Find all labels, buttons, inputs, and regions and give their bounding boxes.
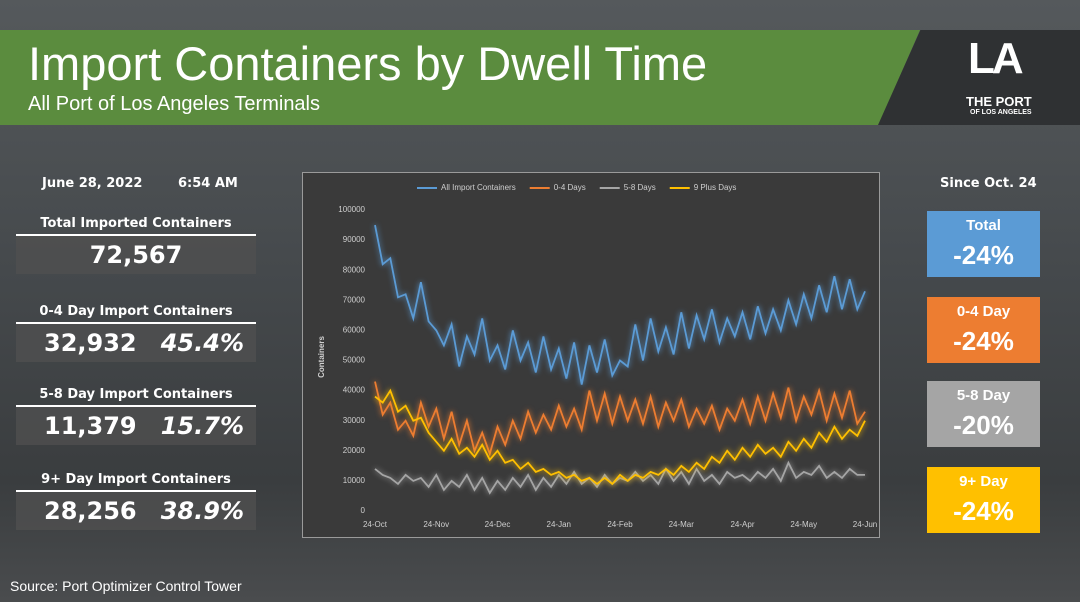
stat-row: 32,932 45.4% xyxy=(16,324,256,362)
stat-label: 0-4 Day Import Containers xyxy=(16,304,256,324)
logo-line: OF LOS ANGELES xyxy=(970,109,1032,116)
stat-row: 11,379 15.7% xyxy=(16,407,256,445)
change-label: 5-8 Day xyxy=(956,387,1011,404)
series-line xyxy=(374,388,866,486)
y-tick-label: 40000 xyxy=(343,386,366,395)
stat-row: 28,256 38.9% xyxy=(16,492,256,530)
x-tick-label: 24-May xyxy=(790,520,817,529)
y-tick-label: 10000 xyxy=(343,476,366,485)
y-tick-label: 20000 xyxy=(343,446,366,455)
share: 38.9% xyxy=(160,497,244,525)
change-value: -24% xyxy=(953,496,1014,526)
group-box: 9+ Day Import Containers 28,256 38.9% xyxy=(16,472,256,530)
y-tick-label: 50000 xyxy=(343,356,366,365)
subtitle: All Port of Los Angeles Terminals xyxy=(28,93,321,115)
share: 15.7% xyxy=(160,412,244,440)
change-label: 9+ Day xyxy=(959,473,1008,490)
change-heading: Since Oct. 24 xyxy=(940,176,1037,191)
share: 45.4% xyxy=(160,329,244,357)
count: 28,256 xyxy=(44,497,137,525)
x-tick-label: 24-Nov xyxy=(423,520,449,529)
count: 11,379 xyxy=(44,412,137,440)
logo-line: THE PORT xyxy=(966,94,1032,109)
x-tick-label: 24-Jan xyxy=(547,520,571,529)
change-value: -24% xyxy=(953,326,1014,356)
change-box: 0-4 Day -24% xyxy=(927,297,1040,363)
x-tick-label: 24-Mar xyxy=(669,520,695,529)
x-tick-label: 24-Apr xyxy=(730,520,754,529)
stat-label: 5-8 Day Import Containers xyxy=(16,387,256,407)
change-box: Total -24% xyxy=(927,211,1040,277)
y-tick-label: 100000 xyxy=(338,205,365,214)
y-tick-label: 90000 xyxy=(343,235,366,244)
x-tick-label: 24-Feb xyxy=(607,520,633,529)
y-axis-title: Containers xyxy=(317,336,326,378)
header: Import Containers by Dwell Time All Port… xyxy=(0,30,920,125)
title: Import Containers by Dwell Time xyxy=(28,37,708,90)
chart: Containers 0 10000 20000 30000 40000 50000 600… xyxy=(302,172,880,538)
x-tick-label: 24-Jun xyxy=(853,520,877,529)
group-box: 0-4 Day Import Containers 32,932 45.4% xyxy=(16,304,256,362)
change-box: 9+ Day -24% xyxy=(927,467,1040,533)
total-box: Total Imported Containers 72,567 xyxy=(16,216,256,274)
y-tick-label: 60000 xyxy=(343,326,366,335)
change-value: -24% xyxy=(953,240,1014,270)
y-tick-label: 70000 xyxy=(343,295,366,304)
change-box: 5-8 Day -20% xyxy=(927,381,1040,447)
stat-label: 9+ Day Import Containers xyxy=(16,472,256,492)
count: 32,932 xyxy=(44,329,137,357)
chart-panel xyxy=(302,172,880,538)
group-box: 5-8 Day Import Containers 11,379 15.7% xyxy=(16,387,256,445)
legend-label: 5-8 Days xyxy=(624,183,656,192)
legend-label: 9 Plus Days xyxy=(694,183,737,192)
date: June 28, 2022 xyxy=(42,176,143,191)
y-tick-label: 0 xyxy=(361,506,366,515)
series-line xyxy=(374,224,866,385)
y-tick-label: 30000 xyxy=(343,416,366,425)
y-tick-label: 80000 xyxy=(343,265,366,274)
series-line xyxy=(374,460,865,495)
change-label: Total xyxy=(966,217,1001,234)
series-line xyxy=(374,381,866,457)
x-tick-label: 24-Dec xyxy=(485,520,511,529)
logo-mark: LA xyxy=(968,34,1024,83)
legend-label: All Import Containers xyxy=(441,183,516,192)
logo: LA THE PORT OF LOS ANGELES xyxy=(878,30,1080,125)
stat-label: Total Imported Containers xyxy=(16,216,256,236)
source: Source: Port Optimizer Control Tower xyxy=(10,578,242,594)
legend-label: 0-4 Days xyxy=(554,183,586,192)
x-tick-label: 24-Oct xyxy=(363,520,388,529)
time: 6:54 AM xyxy=(178,176,238,191)
change-value: -20% xyxy=(953,410,1014,440)
stat-value: 72,567 xyxy=(16,236,256,274)
change-label: 0-4 Day xyxy=(956,303,1011,320)
